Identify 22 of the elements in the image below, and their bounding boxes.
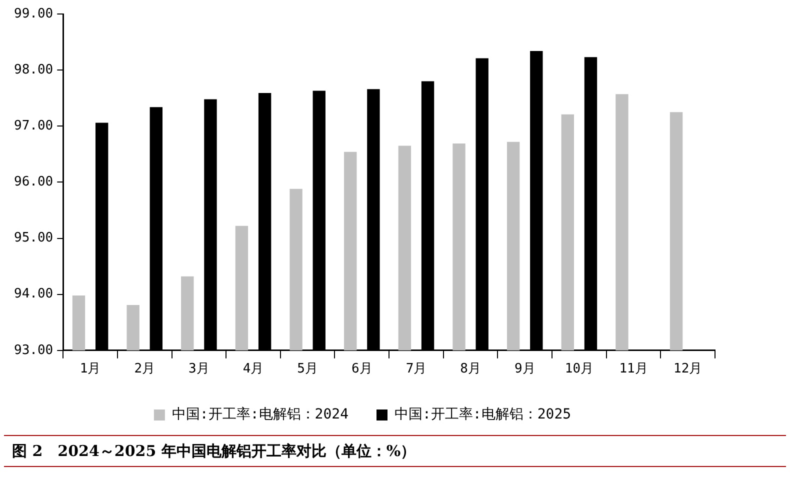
legend-label: 中国:开工率:电解铝：2024 <box>172 406 349 423</box>
y-tick-label: 94.00 <box>14 286 54 302</box>
x-tick-label: 8月 <box>460 362 481 377</box>
x-tick-label: 4月 <box>242 362 264 377</box>
x-tick-label: 2月 <box>134 362 156 377</box>
text: 图 2 2024～2025 年中国电解铝开工率对比（单位：%） <box>4 435 786 467</box>
x-tick-label: 5月 <box>297 362 318 377</box>
x-tick-label: 1月 <box>80 362 101 377</box>
y-tick-label: 97.00 <box>14 118 54 134</box>
x-tick-label: 7月 <box>406 362 427 377</box>
y-tick-label: 93.00 <box>14 342 54 358</box>
y-tick-label: 95.00 <box>14 230 54 246</box>
legend-label: 中国:开工率:电解铝：2025 <box>394 406 572 423</box>
x-tick-label: 6月 <box>351 362 372 377</box>
x-tick-label: 10月 <box>564 362 594 377</box>
y-tick-label: 99.00 <box>14 6 54 22</box>
y-tick-label: 96.00 <box>14 174 54 190</box>
x-tick-label: 12月 <box>674 362 702 377</box>
y-tick-label: 98.00 <box>14 62 54 78</box>
x-tick-label: 11月 <box>619 362 648 377</box>
x-tick-label: 3月 <box>188 362 210 377</box>
x-tick-label: 9月 <box>514 362 536 377</box>
